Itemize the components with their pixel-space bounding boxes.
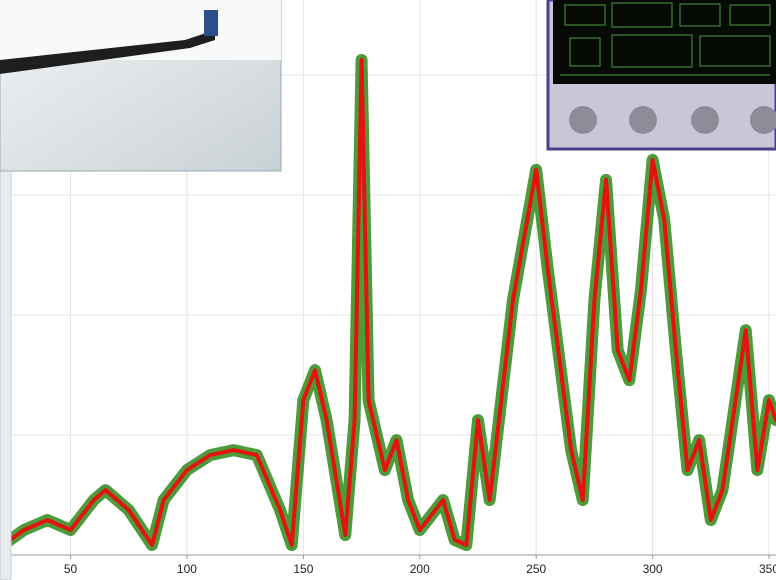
screen-schematic [560, 2, 771, 76]
side-panel [0, 147, 12, 580]
x-tick-label: 50 [64, 562, 78, 576]
instrument-overlay [546, 0, 776, 151]
x-tick-label: 200 [410, 562, 430, 576]
photo-bench [0, 30, 215, 74]
plot [4, 53, 776, 552]
x-tick-label: 150 [293, 562, 313, 576]
x-tick-label: 300 [643, 562, 663, 576]
x-tick-label: 100 [177, 562, 197, 576]
photo-device [204, 10, 218, 36]
x-tick-label: 350 [759, 562, 776, 576]
instrument-buttons [569, 106, 776, 134]
photo-overlay [0, 0, 282, 172]
x-axis: 50 100 150 200 250 300 350 [64, 555, 776, 576]
instrument-screen [553, 0, 776, 84]
x-tick-label: 250 [526, 562, 546, 576]
series-line [8, 57, 776, 548]
